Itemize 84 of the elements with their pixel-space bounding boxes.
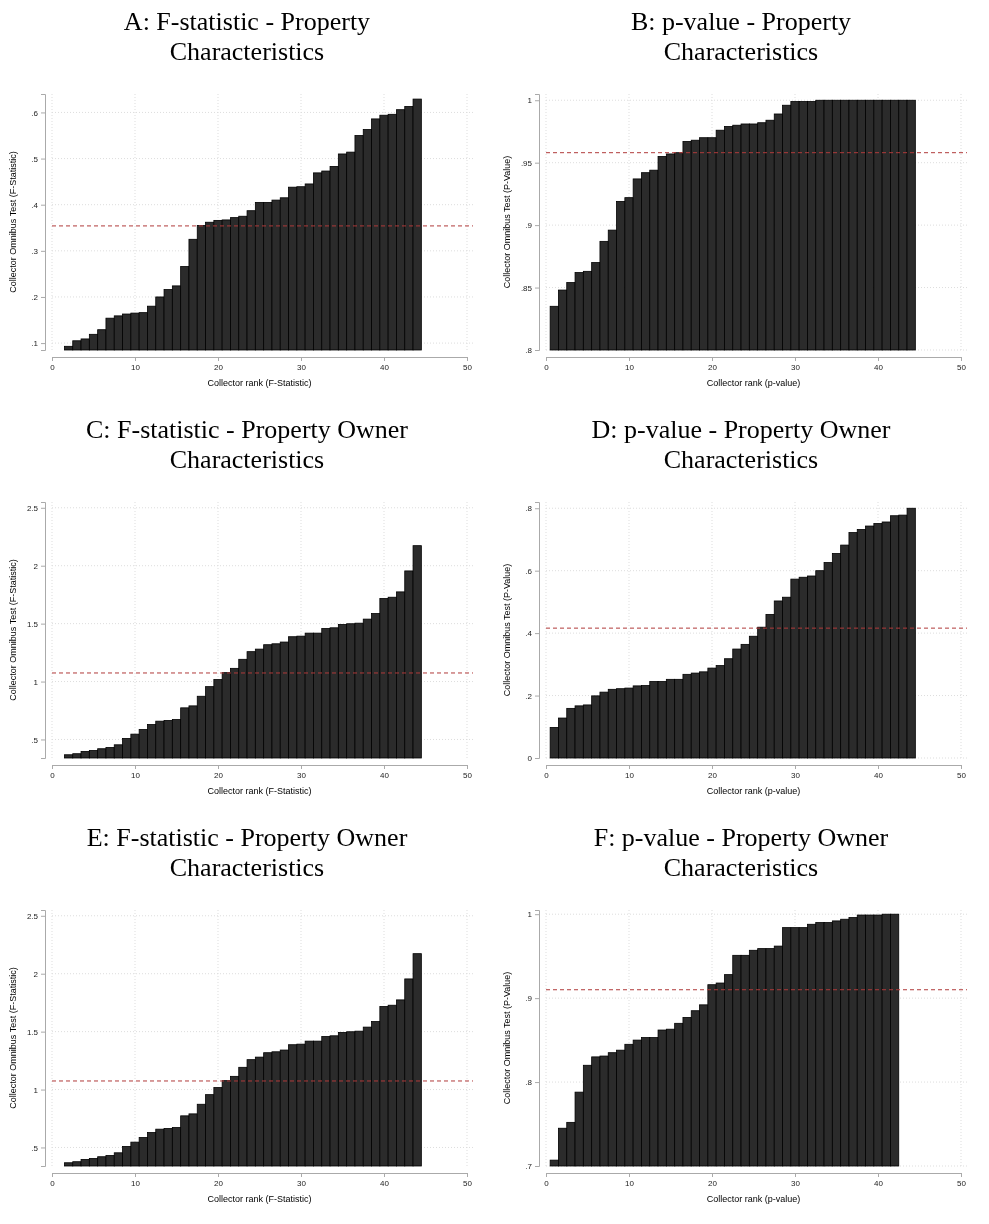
- x-tick-label: 10: [131, 770, 141, 780]
- chart-title: E: F-statistic - Property Owner Characteristics: [86, 823, 408, 882]
- y-tick-label: .6: [525, 566, 533, 576]
- x-tick-label: 20: [708, 362, 718, 372]
- y-tick-label: .4: [31, 200, 39, 210]
- x-tick-label: 30: [297, 770, 307, 780]
- y-axis-title: Collector Omnibus Test (P-Value): [502, 563, 512, 697]
- x-axis-title: Collector rank (F-Statistic): [207, 378, 312, 388]
- y-tick-label: 1: [527, 96, 533, 106]
- y-tick-label: .4: [525, 629, 533, 639]
- y-tick-label: .95: [520, 158, 533, 168]
- x-tick-label: 0: [50, 770, 56, 780]
- x-tick-label: 50: [463, 1178, 473, 1188]
- x-tick-label: 0: [50, 362, 56, 372]
- chart-title: C: F-statistic - Property Owner Characteristics: [85, 415, 409, 474]
- x-axis-title: Collector rank (p-value): [706, 786, 801, 796]
- x-tick-label: 50: [463, 770, 473, 780]
- x-tick-label: 30: [791, 362, 801, 372]
- x-tick-label: 0: [544, 1178, 550, 1188]
- y-tick-label: 1: [33, 1085, 39, 1095]
- x-tick-label: 50: [957, 770, 967, 780]
- chart-title: D: p-value - Property Owner Characteristics: [591, 415, 891, 474]
- y-tick-label: .5: [31, 1143, 39, 1153]
- x-tick-label: 50: [957, 362, 967, 372]
- x-axis-title: Collector rank (p-value): [706, 378, 801, 388]
- x-tick-label: 30: [791, 770, 801, 780]
- y-tick-label: .2: [31, 293, 39, 303]
- x-tick-label: 50: [957, 1178, 967, 1188]
- y-tick-label: 2: [33, 561, 39, 571]
- x-tick-label: 40: [380, 362, 390, 372]
- x-tick-label: 40: [874, 362, 884, 372]
- y-tick-label: 2.5: [26, 911, 39, 921]
- y-tick-label: .6: [31, 108, 39, 118]
- y-tick-label: 1.5: [26, 1027, 39, 1037]
- x-tick-label: 30: [791, 1178, 801, 1188]
- y-tick-label: 1.5: [26, 619, 39, 629]
- y-tick-label: 0: [527, 754, 533, 764]
- y-axis-title: Collector Omnibus Test (P-Value): [502, 155, 512, 289]
- x-tick-label: 0: [544, 770, 550, 780]
- y-tick-label: .5: [31, 735, 39, 745]
- y-tick-label: .85: [520, 283, 533, 293]
- x-tick-label: 50: [463, 362, 473, 372]
- y-tick-label: .8: [525, 1078, 533, 1088]
- y-tick-label: .8: [525, 504, 533, 514]
- y-tick-label: 1: [33, 677, 39, 687]
- x-tick-label: 0: [544, 362, 550, 372]
- x-tick-label: 20: [708, 770, 718, 780]
- x-axis-title: Collector rank (F-Statistic): [207, 786, 312, 796]
- x-axis-title: Collector rank (p-value): [706, 1194, 801, 1204]
- x-tick-label: 10: [625, 770, 635, 780]
- x-tick-label: 20: [214, 1178, 224, 1188]
- y-tick-label: 1: [527, 910, 533, 920]
- x-tick-label: 20: [214, 362, 224, 372]
- y-axis-title: Collector Omnibus Test (P-Value): [502, 971, 512, 1105]
- y-tick-label: .9: [525, 221, 533, 231]
- x-tick-label: 10: [131, 1178, 141, 1188]
- x-tick-label: 0: [50, 1178, 56, 1188]
- y-tick-label: .8: [525, 346, 533, 356]
- x-tick-label: 10: [131, 362, 141, 372]
- y-tick-label: .5: [31, 154, 39, 164]
- x-tick-label: 40: [874, 1178, 884, 1188]
- x-tick-label: 30: [297, 1178, 307, 1188]
- chart-title: F: p-value - Property Owner Characteristics: [593, 823, 889, 882]
- y-tick-label: .1: [31, 339, 39, 349]
- y-tick-label: 2.5: [26, 503, 39, 513]
- x-tick-label: 10: [625, 362, 635, 372]
- y-tick-label: .7: [525, 1162, 533, 1172]
- x-tick-label: 40: [874, 770, 884, 780]
- x-tick-label: 40: [380, 1178, 390, 1188]
- y-axis-title: Collector Omnibus Test (F-Statistic): [8, 151, 18, 293]
- chart-title: B: p-value - Property Characteristics: [630, 7, 852, 66]
- x-tick-label: 40: [380, 770, 390, 780]
- x-tick-label: 30: [297, 362, 307, 372]
- y-axis-title: Collector Omnibus Test (F-Statistic): [8, 967, 18, 1109]
- y-tick-label: .3: [31, 246, 39, 256]
- x-axis-title: Collector rank (F-Statistic): [207, 1194, 312, 1204]
- x-tick-label: 10: [625, 1178, 635, 1188]
- chart-title: A: F-statistic - Property Characteristics: [123, 7, 371, 66]
- y-tick-label: 2: [33, 969, 39, 979]
- x-tick-label: 20: [708, 1178, 718, 1188]
- y-axis-title: Collector Omnibus Test (F-Statistic): [8, 559, 18, 701]
- x-tick-label: 20: [214, 770, 224, 780]
- y-tick-label: .2: [525, 691, 533, 701]
- y-tick-label: .9: [525, 994, 533, 1004]
